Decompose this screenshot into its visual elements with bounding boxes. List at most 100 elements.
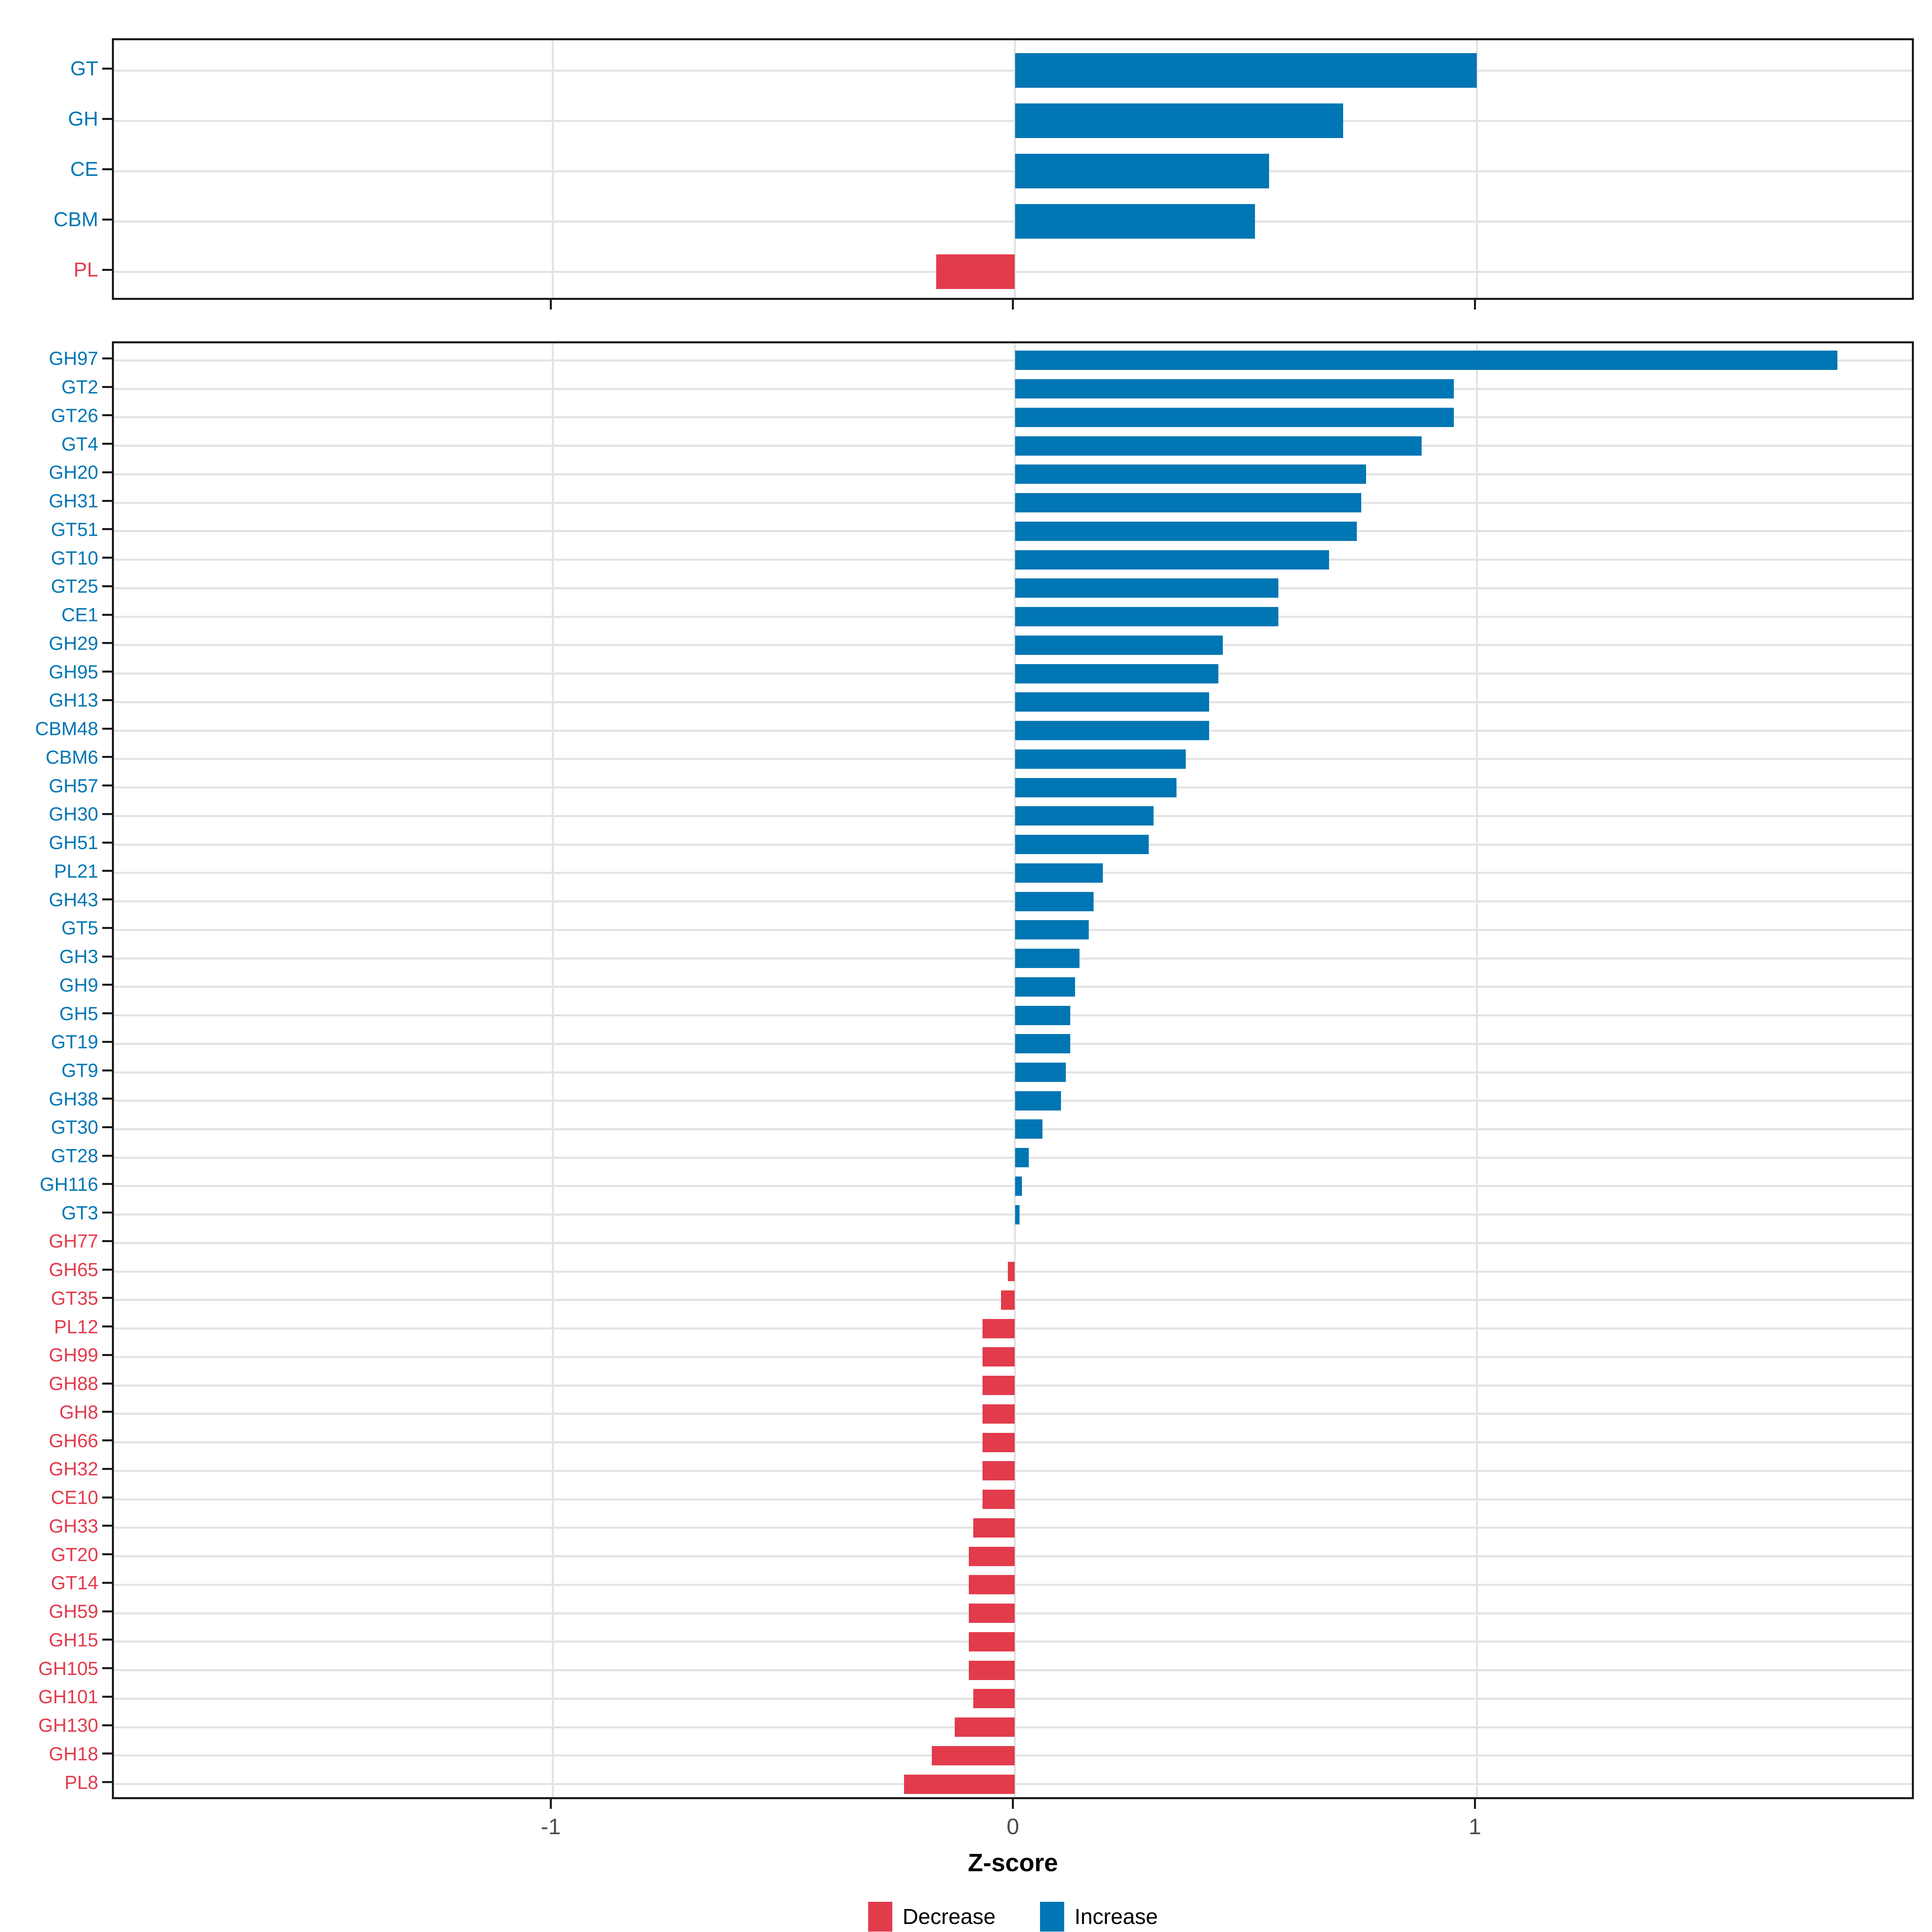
- category-label-GH9: GH9: [59, 974, 98, 996]
- bar-GH95: [1015, 664, 1218, 683]
- bar-GH29: [1015, 635, 1223, 655]
- bar-GH13: [1015, 692, 1209, 712]
- gridline-row-CE: [114, 170, 1912, 172]
- category-label-GT35: GT35: [51, 1287, 98, 1309]
- x-tick-mark: [1474, 1799, 1476, 1809]
- gridline-row-GT: [114, 69, 1912, 72]
- bar-GT51: [1015, 521, 1357, 541]
- category-label-GH88: GH88: [49, 1373, 98, 1394]
- bar-GT14: [968, 1575, 1015, 1595]
- gridline-row-GT51: [114, 530, 1912, 533]
- bar-GT2: [1015, 379, 1454, 399]
- y-tick-mark-PL12: [102, 1325, 112, 1328]
- y-tick-mark-CBM48: [102, 727, 112, 730]
- bar-GH3: [1015, 949, 1080, 968]
- bar-GT4: [1015, 436, 1422, 456]
- bar-CBM: [1015, 204, 1255, 239]
- bar-GH66: [983, 1432, 1015, 1452]
- bar-GH57: [1015, 778, 1177, 797]
- y-tick-mark-GT: [102, 67, 112, 70]
- legend-label-increase: Increase: [1074, 1905, 1158, 1929]
- category-label-GH20: GH20: [49, 461, 98, 483]
- category-label-PL8: PL8: [64, 1771, 98, 1793]
- category-label-GH65: GH65: [49, 1259, 98, 1280]
- y-tick-mark-GT30: [102, 1126, 112, 1128]
- gridline-row-GT9: [114, 1071, 1912, 1073]
- gridline-row-GH77: [114, 1242, 1912, 1244]
- bar-GH97: [1015, 351, 1837, 370]
- category-label-GT51: GT51: [51, 518, 98, 540]
- gridline-row-PL21: [114, 872, 1912, 874]
- y-tick-mark-GH43: [102, 898, 112, 901]
- bar-GT3: [1015, 1205, 1020, 1224]
- category-label-GH3: GH3: [59, 945, 98, 967]
- y-tick-mark-GH5: [102, 1012, 112, 1015]
- gridline-row-GH51: [114, 843, 1912, 846]
- bar-GT: [1015, 53, 1477, 88]
- gridline-x-1: [1476, 343, 1478, 1797]
- category-label-GT4: GT4: [61, 433, 98, 455]
- bar-GT35: [1001, 1290, 1015, 1310]
- bar-GH30: [1015, 806, 1154, 826]
- y-tick-mark-GT20: [102, 1553, 112, 1556]
- category-label-GT14: GT14: [51, 1572, 98, 1593]
- category-label-GH77: GH77: [49, 1230, 98, 1252]
- bar-GT19: [1015, 1034, 1071, 1054]
- category-label-CBM48: CBM48: [35, 718, 98, 739]
- bar-GH32: [983, 1461, 1015, 1481]
- category-label-GT26: GT26: [51, 405, 98, 426]
- gridline-row-GH: [114, 120, 1912, 122]
- gridline-row-GH13: [114, 701, 1912, 703]
- bar-GH15: [968, 1632, 1015, 1651]
- y-tick-mark-CE: [102, 168, 112, 170]
- category-label-GH105: GH105: [38, 1657, 98, 1679]
- category-label-GT10: GT10: [51, 547, 98, 569]
- y-tick-mark-GH9: [102, 984, 112, 986]
- gridline-row-GT28: [114, 1156, 1912, 1159]
- bar-CE1: [1015, 607, 1278, 627]
- increase-color-swatch: [1040, 1902, 1064, 1932]
- x-tick-label-0: 0: [1006, 1814, 1020, 1839]
- y-tick-mark-GH59: [102, 1610, 112, 1612]
- category-label-PL21: PL21: [54, 860, 98, 882]
- bar-GH116: [1015, 1176, 1022, 1196]
- category-label-CBM: CBM: [53, 208, 98, 231]
- gridline-row-GH57: [114, 786, 1912, 789]
- y-tick-mark-GT9: [102, 1069, 112, 1071]
- y-tick-mark-CE1: [102, 613, 112, 616]
- category-label-GH15: GH15: [49, 1629, 98, 1651]
- y-tick-mark-GT28: [102, 1154, 112, 1157]
- gridline-row-GH97: [114, 359, 1912, 361]
- category-label-CE1: CE1: [61, 604, 98, 625]
- x-tick-label-neg1: -1: [541, 1814, 561, 1839]
- decrease-color-swatch: [868, 1902, 892, 1932]
- bar-GH8: [983, 1404, 1015, 1424]
- bar-CE: [1015, 154, 1269, 188]
- x-tick-mark: [550, 1799, 552, 1809]
- y-tick-mark-GH51: [102, 841, 112, 844]
- category-label-GH38: GH38: [49, 1088, 98, 1110]
- category-label-GH18: GH18: [49, 1743, 98, 1765]
- category-label-GH51: GH51: [49, 832, 98, 853]
- gridline-row-CBM48: [114, 729, 1912, 732]
- bar-GH105: [968, 1660, 1015, 1680]
- gridline-row-GT30: [114, 1128, 1912, 1130]
- gridline-row-CBM6: [114, 758, 1912, 760]
- bar-GT5: [1015, 920, 1089, 940]
- category-label-CE10: CE10: [51, 1486, 98, 1508]
- y-tick-mark-GH13: [102, 699, 112, 701]
- y-tick-mark-GH8: [102, 1411, 112, 1413]
- y-tick-mark-GT35: [102, 1297, 112, 1299]
- category-label-CE: CE: [70, 158, 98, 180]
- gridline-row-GT4: [114, 445, 1912, 447]
- y-tick-mark-CE10: [102, 1496, 112, 1499]
- gridline-row-GT19: [114, 1042, 1912, 1045]
- category-label-GH99: GH99: [49, 1344, 98, 1366]
- x-tick-mark: [1474, 300, 1476, 310]
- top-panel: [112, 38, 1914, 300]
- y-tick-mark-GT14: [102, 1581, 112, 1584]
- gridline-x--1: [552, 343, 554, 1797]
- x-tick-label-1: 1: [1468, 1814, 1482, 1839]
- x-tick-mark: [1012, 1799, 1014, 1809]
